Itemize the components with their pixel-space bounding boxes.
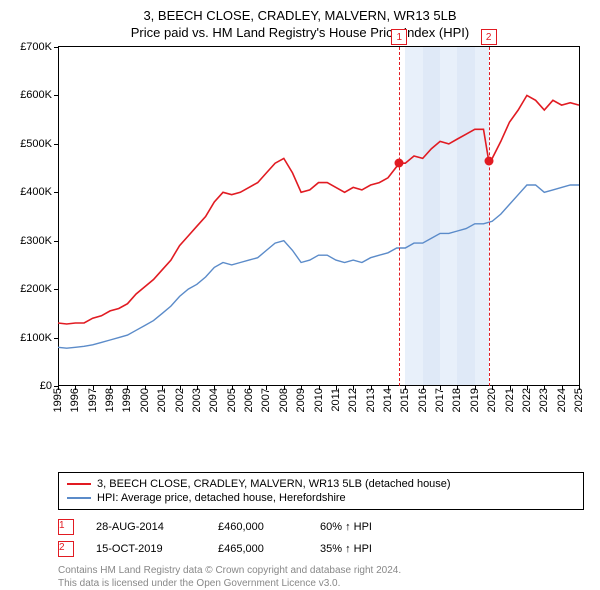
transaction-marker: 1 bbox=[58, 519, 74, 535]
copyright: Contains HM Land Registry data © Crown c… bbox=[58, 564, 584, 590]
x-axis-label: 2000 bbox=[139, 388, 151, 412]
transaction-delta: 60% ↑ HPI bbox=[320, 521, 372, 533]
x-axis-label: 2021 bbox=[504, 388, 516, 412]
transaction-price: £465,000 bbox=[218, 543, 298, 555]
x-axis-label: 2016 bbox=[417, 388, 429, 412]
y-axis-label: £0 bbox=[12, 380, 52, 392]
x-axis-label: 2023 bbox=[538, 388, 550, 412]
x-axis-label: 2020 bbox=[486, 388, 498, 412]
marker-dot bbox=[395, 159, 404, 168]
legend: 3, BEECH CLOSE, CRADLEY, MALVERN, WR13 5… bbox=[58, 472, 584, 510]
x-axis-label: 2019 bbox=[469, 388, 481, 412]
x-axis-label: 2014 bbox=[382, 388, 394, 412]
copyright-line-1: Contains HM Land Registry data © Crown c… bbox=[58, 564, 584, 577]
x-axis-label: 2017 bbox=[434, 388, 446, 412]
series-price_paid bbox=[58, 95, 579, 324]
x-axis-label: 2007 bbox=[260, 388, 272, 412]
x-axis-label: 2003 bbox=[191, 388, 203, 412]
transaction-marker: 2 bbox=[58, 541, 74, 557]
x-axis-label: 2002 bbox=[174, 388, 186, 412]
x-axis-label: 2001 bbox=[156, 388, 168, 412]
y-axis-label: £600K bbox=[12, 89, 52, 101]
transaction-row: 1 28-AUG-2014 £460,000 60% ↑ HPI bbox=[58, 516, 584, 538]
x-axis: 1995199619971998199920002001200220032004… bbox=[58, 386, 580, 426]
x-axis-label: 2012 bbox=[347, 388, 359, 412]
x-axis-label: 1999 bbox=[121, 388, 133, 412]
marker-dot bbox=[484, 156, 493, 165]
legend-item: HPI: Average price, detached house, Here… bbox=[67, 491, 575, 505]
x-axis-label: 2008 bbox=[278, 388, 290, 412]
x-axis-label: 2024 bbox=[556, 388, 568, 412]
x-axis-label: 2004 bbox=[208, 388, 220, 412]
y-axis-label: £400K bbox=[12, 186, 52, 198]
x-axis-label: 2022 bbox=[521, 388, 533, 412]
transactions-table: 1 28-AUG-2014 £460,000 60% ↑ HPI 2 15-OCT-201… bbox=[58, 516, 584, 560]
x-axis-label: 2018 bbox=[451, 388, 463, 412]
transaction-row: 2 15-OCT-2019 £465,000 35% ↑ HPI bbox=[58, 538, 584, 560]
x-axis-label: 2009 bbox=[295, 388, 307, 412]
x-axis-label: 1995 bbox=[52, 388, 64, 412]
page-title: 3, BEECH CLOSE, CRADLEY, MALVERN, WR13 5… bbox=[16, 8, 584, 23]
x-axis-label: 2005 bbox=[226, 388, 238, 412]
x-axis-label: 2010 bbox=[313, 388, 325, 412]
marker-label: 2 bbox=[481, 29, 497, 45]
chart-svg bbox=[58, 47, 579, 386]
page-subtitle: Price paid vs. HM Land Registry's House … bbox=[16, 25, 584, 40]
transaction-delta: 35% ↑ HPI bbox=[320, 543, 372, 555]
chart-container: 3, BEECH CLOSE, CRADLEY, MALVERN, WR13 5… bbox=[0, 0, 600, 560]
copyright-line-2: This data is licensed under the Open Gov… bbox=[58, 577, 584, 590]
legend-label: 3, BEECH CLOSE, CRADLEY, MALVERN, WR13 5… bbox=[97, 478, 451, 490]
x-axis-label: 2013 bbox=[365, 388, 377, 412]
chart-plot-area: £0£100K£200K£300K£400K£500K£600K£700K 12 bbox=[58, 46, 580, 386]
transaction-date: 28-AUG-2014 bbox=[96, 521, 196, 533]
y-axis-label: £700K bbox=[12, 41, 52, 53]
y-axis: £0£100K£200K£300K£400K£500K£600K£700K bbox=[16, 47, 56, 386]
y-axis-label: £100K bbox=[12, 332, 52, 344]
legend-swatch bbox=[67, 483, 91, 485]
y-axis-label: £200K bbox=[12, 283, 52, 295]
series-hpi bbox=[58, 185, 579, 348]
legend-label: HPI: Average price, detached house, Here… bbox=[97, 492, 346, 504]
x-axis-label: 2025 bbox=[573, 388, 585, 412]
legend-item: 3, BEECH CLOSE, CRADLEY, MALVERN, WR13 5… bbox=[67, 477, 575, 491]
y-axis-label: £500K bbox=[12, 138, 52, 150]
y-axis-label: £300K bbox=[12, 235, 52, 247]
transaction-price: £460,000 bbox=[218, 521, 298, 533]
marker-label: 1 bbox=[391, 29, 407, 45]
x-axis-label: 2015 bbox=[399, 388, 411, 412]
x-axis-label: 1997 bbox=[87, 388, 99, 412]
transaction-date: 15-OCT-2019 bbox=[96, 543, 196, 555]
x-axis-label: 1998 bbox=[104, 388, 116, 412]
x-axis-label: 2011 bbox=[330, 388, 342, 412]
x-axis-label: 2006 bbox=[243, 388, 255, 412]
x-axis-label: 1996 bbox=[69, 388, 81, 412]
legend-swatch bbox=[67, 497, 91, 499]
